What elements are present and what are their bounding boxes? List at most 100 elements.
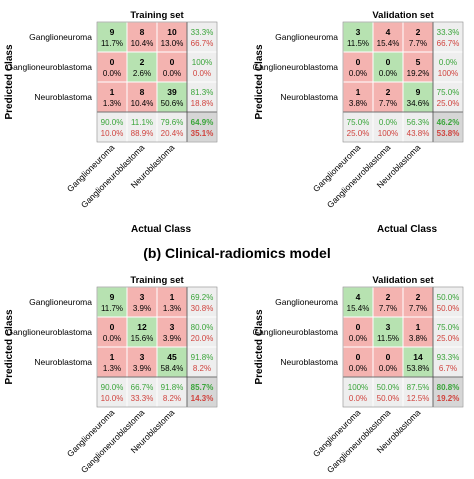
column-summary-correct: 91.8% — [161, 383, 184, 392]
row-label: Ganglioneuroma — [29, 297, 92, 307]
cell-percent: 50.6% — [161, 99, 184, 108]
cell-count: 45 — [167, 352, 177, 362]
matrix-cell — [126, 51, 158, 83]
cell-count: 9 — [110, 27, 115, 37]
matrix-cell — [402, 316, 434, 348]
row-summary-correct: 91.8% — [191, 353, 214, 362]
row-summary-cell — [186, 81, 218, 113]
row-summary-wrong: 50.0% — [437, 304, 460, 313]
matrix-cell — [402, 21, 434, 53]
confusion-matrix-3: Training set 9 11.7% 3 3.9% 1 1.3% 69.2% 30.8% Ga… — [4, 275, 218, 475]
column-summary-wrong: 20.4% — [161, 129, 184, 138]
confusion-matrix-1: Training set911.7%810.4%1013.0%33.3%66.7… — [4, 10, 218, 235]
cell-percent: 3.9% — [133, 304, 151, 313]
matrix-cell — [156, 346, 188, 378]
row-summary-wrong: 25.0% — [437, 99, 460, 108]
row-label: Ganglioneuroblastoma — [6, 327, 92, 337]
column-summary-wrong: 10.0% — [101, 394, 124, 403]
cell-percent: 7.7% — [409, 304, 427, 313]
cell-count: 4 — [356, 292, 361, 302]
column-summary-wrong: 100% — [378, 129, 398, 138]
cell-percent: 11.7% — [101, 39, 123, 48]
cell-count: 3 — [140, 292, 145, 302]
matrix-cell — [126, 81, 158, 113]
cell-percent: 53.8% — [407, 364, 430, 373]
column-summary-correct: 66.7% — [131, 383, 154, 392]
overall-correct: 64.9% — [191, 118, 214, 127]
matrix-cell — [126, 316, 158, 348]
overall-correct: 80.8% — [437, 383, 460, 392]
row-summary-wrong: 8.2% — [193, 364, 211, 373]
row-summary-correct: 80.0% — [191, 323, 214, 332]
cell-percent: 2.6% — [133, 69, 151, 78]
matrix-cell — [126, 286, 158, 318]
matrix-cell — [342, 286, 374, 318]
cell-percent: 0.0% — [163, 69, 181, 78]
column-summary-wrong: 33.3% — [131, 394, 154, 403]
x-axis-label: Actual Class — [131, 224, 191, 235]
row-label: Ganglioneuroma — [275, 297, 338, 307]
cell-count: 5 — [416, 57, 421, 67]
cell-percent: 3.9% — [163, 334, 181, 343]
overall-wrong: 53.8% — [437, 129, 460, 138]
cell-percent: 58.4% — [161, 364, 184, 373]
cell-count: 3 — [140, 352, 145, 362]
matrix-cell — [156, 316, 188, 348]
cell-count: 9 — [110, 292, 115, 302]
matrix-cell — [372, 51, 404, 83]
cell-count: 0 — [110, 322, 115, 332]
cell-percent: 7.7% — [409, 39, 427, 48]
cell-count: 39 — [167, 87, 177, 97]
section-b-title: (b) Clinical-radiomics model — [143, 245, 330, 261]
cell-count: 0 — [386, 352, 391, 362]
cell-count: 0 — [170, 57, 175, 67]
cell-count: 2 — [416, 27, 421, 37]
cell-percent: 3.8% — [349, 99, 367, 108]
cell-percent: 3.8% — [409, 334, 427, 343]
row-summary-wrong: 66.7% — [437, 39, 460, 48]
matrix-cell — [402, 286, 434, 318]
cell-count: 14 — [413, 352, 423, 362]
cell-count: 8 — [140, 87, 145, 97]
cell-percent: 15.4% — [377, 39, 400, 48]
cell-percent: 15.6% — [131, 334, 154, 343]
row-label: Neuroblastoma — [280, 92, 338, 102]
column-summary-wrong: 12.5% — [407, 394, 430, 403]
confusion-matrix-2: Validation set 3 11.5% 4 15.4% 2 7.7% 33.3% 66.7… — [252, 10, 464, 235]
cell-percent: 10.4% — [131, 39, 154, 48]
cell-count: 2 — [386, 292, 391, 302]
overall-correct: 85.7% — [191, 383, 214, 392]
cell-percent: 15.4% — [347, 304, 370, 313]
cell-percent: 0.0% — [379, 69, 397, 78]
row-summary-correct: 33.3% — [191, 28, 214, 37]
cell-percent: 1.3% — [103, 364, 121, 373]
column-summary-correct: 87.5% — [407, 383, 430, 392]
row-label: Ganglioneuroblastoma — [252, 62, 338, 72]
row-summary-correct: 33.3% — [437, 28, 460, 37]
cell-count: 0 — [356, 352, 361, 362]
cell-percent: 0.0% — [349, 69, 367, 78]
cell-count: 1 — [110, 87, 115, 97]
column-summary-wrong: 8.2% — [163, 394, 181, 403]
matrix-cell — [342, 346, 374, 378]
cell-count: 0 — [356, 57, 361, 67]
matrix-frame — [342, 21, 464, 143]
overall-wrong: 19.2% — [437, 394, 460, 403]
matrix-frame — [96, 21, 218, 143]
row-summary-correct: 81.3% — [191, 88, 214, 97]
cell-percent: 1.3% — [103, 99, 121, 108]
cell-percent: 0.0% — [349, 364, 367, 373]
matrix-frame — [96, 286, 218, 408]
column-summary-correct: 75.0% — [347, 118, 370, 127]
cell-percent: 7.7% — [379, 304, 397, 313]
column-summary-correct: 90.0% — [101, 383, 124, 392]
cell-count: 1 — [170, 292, 175, 302]
cell-count: 0 — [386, 57, 391, 67]
matrix-frame — [342, 286, 464, 408]
y-axis-label: Predicted Class — [4, 44, 15, 119]
column-summary-wrong: 50.0% — [377, 394, 400, 403]
cell-count: 10 — [167, 27, 177, 37]
cell-count: 3 — [356, 27, 361, 37]
row-summary-wrong: 100% — [438, 69, 458, 78]
